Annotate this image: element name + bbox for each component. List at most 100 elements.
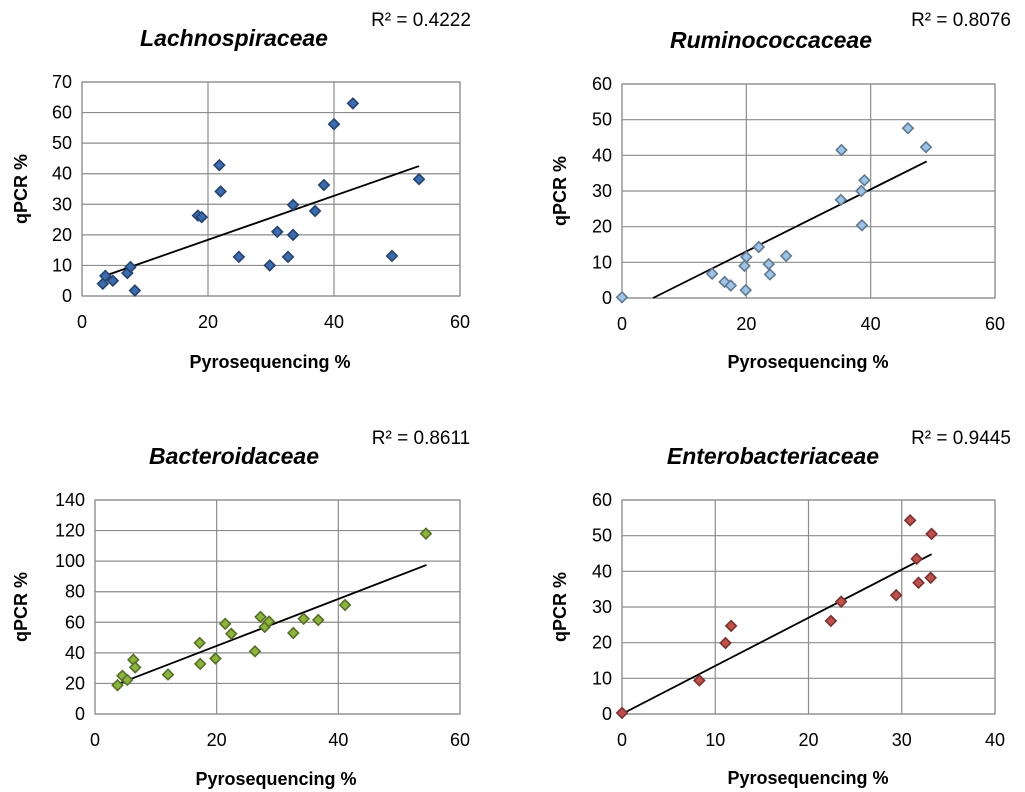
data-point (254, 610, 267, 624)
trendline (652, 160, 928, 299)
data-point (724, 619, 738, 633)
data-point (263, 259, 277, 272)
data-point (724, 279, 738, 292)
data-point (910, 552, 924, 566)
data-point (834, 193, 848, 207)
data-point (213, 158, 226, 172)
x-tick-label: 20 (736, 314, 756, 334)
data-point (889, 588, 903, 602)
x-tick-label: 40 (861, 314, 881, 334)
y-tick-label: 50 (592, 526, 612, 546)
y-tick-label: 60 (592, 74, 612, 94)
trendline (621, 553, 933, 715)
y-tick-label: 40 (52, 164, 72, 184)
x-tick-label: 30 (892, 730, 912, 750)
y-tick-label: 20 (592, 633, 612, 653)
data-point (262, 615, 276, 628)
data-point (128, 284, 142, 297)
data-point (120, 673, 134, 687)
y-tick-label: 0 (602, 288, 612, 308)
y-axis-title: qPCR % (11, 572, 31, 642)
y-tick-label: 10 (592, 252, 612, 272)
data-point (346, 97, 360, 110)
data-point (286, 228, 300, 242)
y-tick-label: 20 (592, 217, 612, 237)
y-axis-title: qPCR % (550, 156, 570, 226)
data-point (311, 613, 325, 627)
data-point (218, 617, 232, 631)
y-tick-label: 30 (592, 181, 612, 201)
r-squared-label: R² = 0.4222 (371, 10, 471, 31)
data-point (855, 184, 868, 198)
y-tick-label: 120 (55, 521, 85, 541)
data-point (286, 198, 300, 212)
data-point (98, 269, 112, 283)
data-point (248, 644, 262, 658)
data-point (317, 178, 331, 192)
y-tick-label: 10 (592, 668, 612, 688)
plot-frame (94, 499, 461, 715)
x-tick-label: 20 (798, 730, 818, 750)
data-point (385, 249, 399, 263)
y-tick-label: 140 (55, 490, 85, 510)
y-tick-label: 30 (592, 597, 612, 617)
y-tick-label: 60 (65, 612, 85, 632)
panel-title: Enterobacteriaceae (667, 443, 879, 469)
data-point (224, 627, 238, 641)
panel-title: Bacteroidaceae (149, 443, 319, 469)
y-tick-label: 100 (55, 551, 85, 571)
x-tick-label: 60 (985, 314, 1005, 334)
data-point (925, 527, 938, 541)
x-tick-label: 60 (450, 312, 470, 332)
x-tick-label: 10 (705, 730, 725, 750)
data-point (419, 527, 433, 540)
y-tick-label: 60 (52, 103, 72, 123)
y-tick-label: 30 (52, 194, 72, 214)
chart-panel-2: 0 10 20 30 40 50 60 0 20 40 60 Ruminococcaceae R² = … (550, 10, 1011, 372)
y-tick-label: 60 (592, 490, 612, 510)
data-point (615, 706, 629, 720)
data-point (718, 275, 731, 289)
y-tick-label: 10 (52, 255, 72, 275)
x-tick-label: 0 (617, 730, 627, 750)
data-point (124, 260, 137, 274)
data-point (270, 225, 284, 239)
data-point (693, 674, 706, 687)
data-point (412, 172, 426, 186)
data-point (209, 652, 222, 665)
y-tick-label: 0 (62, 286, 72, 306)
data-point (286, 626, 300, 640)
x-axis-title: Pyrosequencing % (727, 352, 888, 372)
data-point (762, 257, 776, 271)
data-point (739, 283, 753, 297)
data-point (740, 250, 753, 264)
y-tick-label: 40 (65, 643, 85, 663)
plot-frame (81, 81, 461, 297)
data-point (779, 249, 793, 263)
data-point (919, 140, 933, 154)
plot-frame (621, 499, 996, 715)
data-point (193, 636, 206, 650)
data-point (924, 571, 937, 585)
data-point (719, 636, 732, 650)
data-point (281, 250, 295, 264)
data-point (738, 259, 751, 273)
x-tick-label: 40 (985, 730, 1005, 750)
data-point (106, 274, 120, 288)
data-point (195, 210, 209, 224)
x-axis-title: Pyrosequencing % (195, 769, 356, 789)
r-squared-label: R² = 0.8076 (911, 10, 1011, 31)
data-point (835, 143, 848, 157)
data-point (705, 267, 719, 281)
chart-panel-3: 0 20 40 60 80 100 120 140 0 20 40 60 Bacteroidaceae R… (11, 428, 470, 789)
plot-frame (621, 83, 996, 299)
y-axis-title: qPCR % (11, 154, 31, 224)
x-axis-title: Pyrosequencing % (727, 768, 888, 788)
data-point (111, 678, 124, 692)
x-axis-title: Pyrosequencing % (189, 352, 350, 372)
r-squared-label: R² = 0.8611 (372, 428, 470, 449)
y-tick-label: 40 (592, 145, 612, 165)
x-tick-label: 0 (90, 730, 100, 750)
data-point (824, 614, 838, 628)
